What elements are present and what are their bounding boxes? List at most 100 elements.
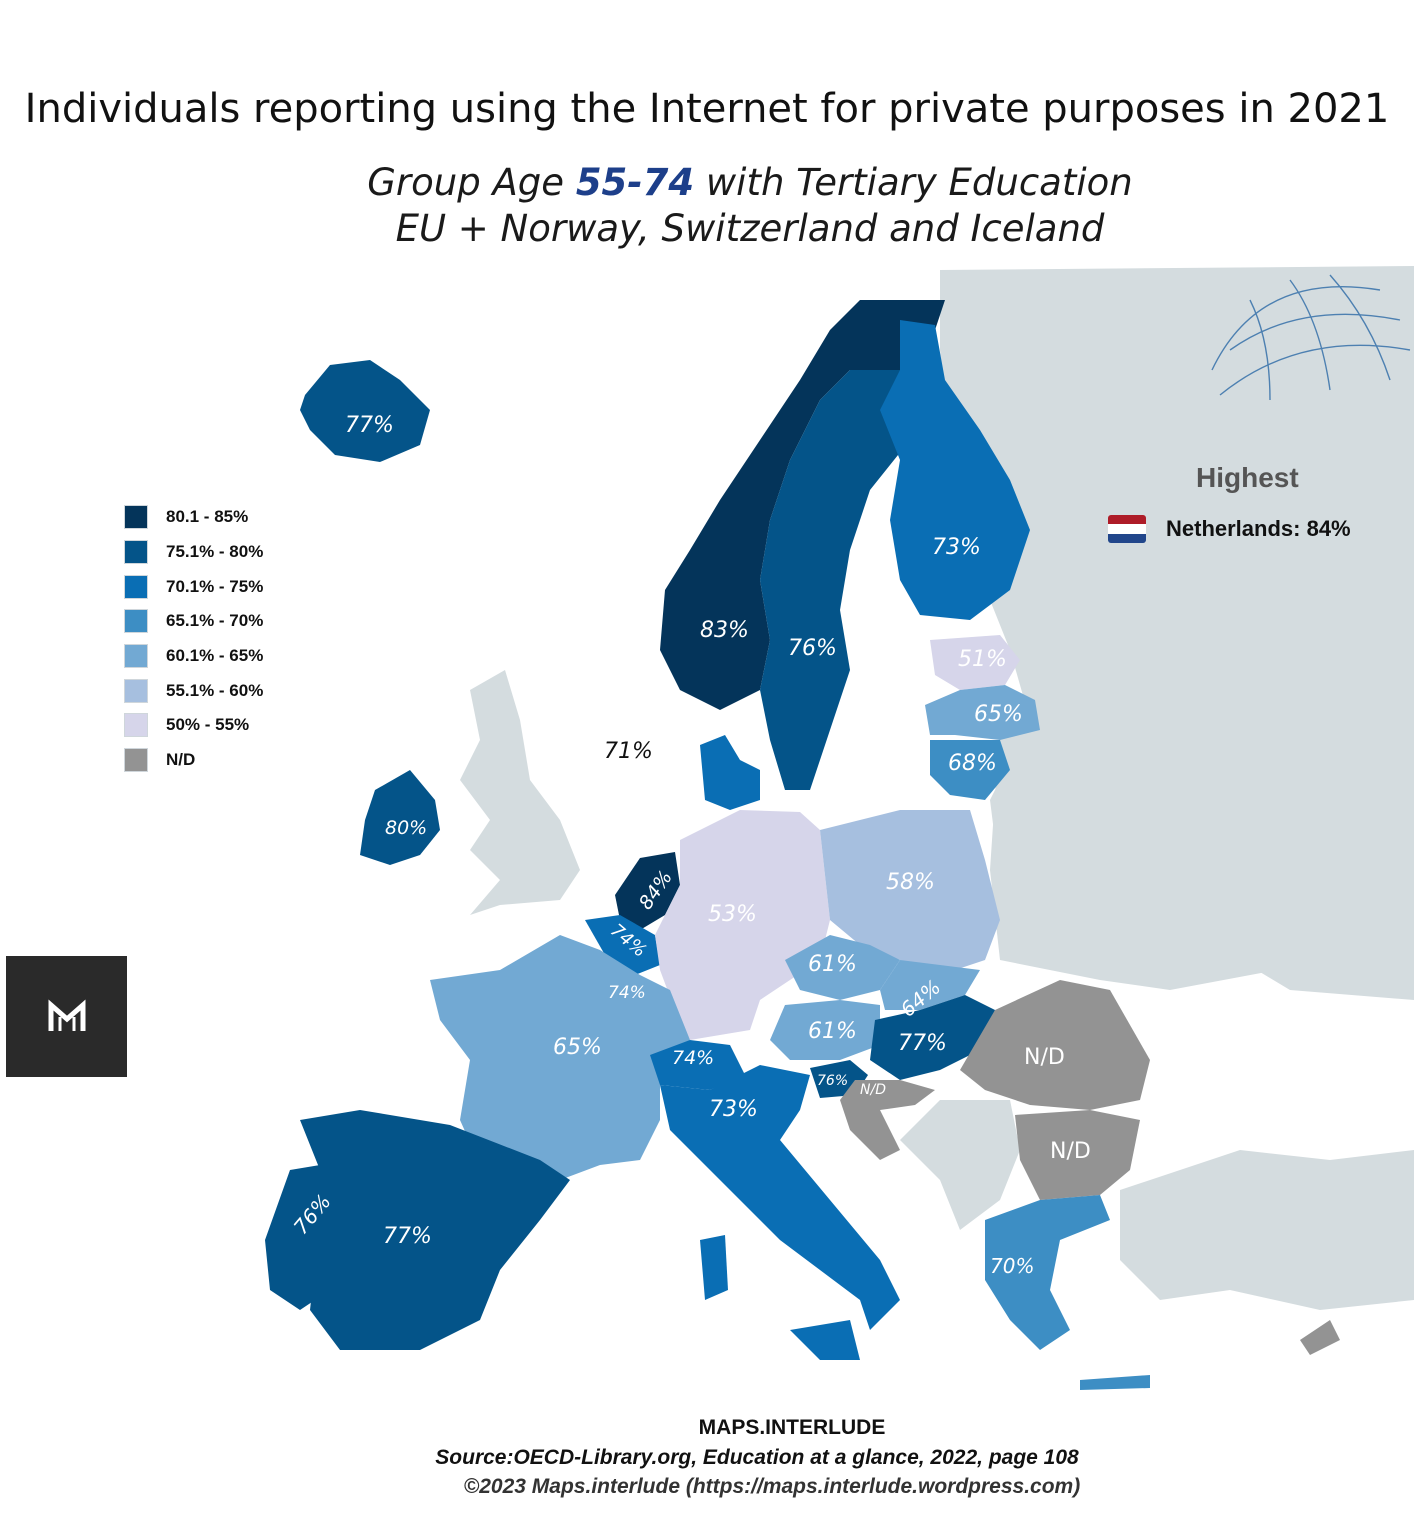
country-spain [300,1110,570,1350]
country-iceland [300,360,430,462]
netherlands-flag-icon [1108,515,1146,543]
label-czechia: 61% [808,952,857,977]
label-austria: 61% [808,1019,857,1044]
country-italy [660,1065,900,1330]
country-austria [770,1000,880,1060]
europe-map: 77% 83% 76% 73% 51% 65% 68% 71% 80% 84% … [265,266,1414,1390]
label-germany: 53% [708,902,757,927]
label-france: 65% [553,1035,602,1060]
map-title: Individuals reporting using the Internet… [24,86,1390,132]
legend-swatch [124,678,148,703]
label-bulgaria: N/D [1050,1139,1091,1164]
footer-copyright: ©2023 Maps.interlude (https://maps.inter… [463,1475,1081,1498]
country-czechia [785,935,900,1000]
label-ireland: 80% [385,817,427,839]
country-france [430,935,690,1180]
legend-label: N/D [166,750,196,770]
country-netherlands [615,852,680,930]
legend-swatch [124,540,148,565]
subtitle-prefix: Group Age [367,161,576,204]
legend-label: 55.1% - 60% [166,680,264,700]
legend-swatch [124,505,148,530]
label-italy: 73% [709,1097,758,1122]
country-latvia [925,685,1040,740]
legend-label: 80.1 - 85% [166,507,249,527]
country-poland [820,810,1000,975]
legend-label: 75.1% - 80% [166,542,264,562]
highest-text: Netherlands: 84% [1166,516,1351,541]
footer-brand: MAPS.INTERLUDE [698,1416,886,1439]
globe-ornament [1211,274,1411,401]
land-uk [460,670,580,915]
land-turkey [1120,1150,1414,1310]
legend-item: 55.1% - 60% [124,673,263,708]
land-belarus-ukraine [990,720,1330,990]
land-balkans [900,1100,1020,1230]
legend-item: 50% - 55% [124,708,263,743]
country-italy-sardinia [700,1235,728,1300]
label-slovenia: 76% [817,1073,848,1089]
country-switzerland [650,1040,745,1090]
legend-item: 70.1% - 75% [124,569,263,604]
country-sweden [760,370,910,790]
legend-swatch [124,644,148,669]
mi-logo-icon [48,998,85,1031]
label-luxembourg: 74% [608,983,646,1003]
legend-label: 65.1% - 70% [166,611,264,631]
label-finland: 73% [932,535,981,560]
legend-label: 50% - 55% [166,715,250,735]
country-cyprus [1300,1320,1340,1355]
subtitle-region: EU + Norway, Switzerland and Iceland [395,207,1105,250]
country-germany [655,810,830,1040]
country-denmark [700,735,760,810]
country-finland [880,320,1030,620]
label-poland: 58% [886,870,935,895]
legend-label: 60.1% - 65% [166,646,264,666]
label-switzerland: 74% [672,1047,714,1069]
maps-interlude-logo [6,956,127,1077]
country-hungary [870,995,995,1080]
country-croatia [840,1080,935,1160]
label-lithuania: 68% [948,751,997,776]
label-croatia: N/D [860,1082,886,1098]
subtitle-suffix: with Tertiary Education [694,161,1133,204]
label-estonia: 51% [958,647,1007,672]
legend-item: 75.1% - 80% [124,535,263,570]
subtitle-age-group: 55-74 [575,161,695,204]
country-belgium [585,915,660,975]
legend: 80.1 - 85% 75.1% - 80% 70.1% - 75% 65.1% - … [124,500,263,778]
label-denmark: 71% [604,739,653,764]
country-bulgaria [1015,1110,1140,1200]
country-greece-crete [1080,1375,1150,1390]
country-norway [660,300,945,710]
legend-swatch [124,574,148,599]
legend-swatch [124,748,148,773]
country-portugal [265,1165,335,1310]
legend-swatch [124,609,148,634]
label-spain: 77% [383,1224,432,1249]
label-romania: N/D [1024,1045,1065,1070]
highest-entry: Netherlands: 84% [1108,515,1351,543]
legend-item: 65.1% - 70% [124,604,263,639]
country-estonia [930,635,1020,690]
country-greece [985,1195,1110,1350]
label-greece: 70% [990,1254,1034,1278]
legend-swatch [124,713,148,738]
label-sweden: 76% [788,636,837,661]
country-romania [960,980,1150,1110]
legend-item: N/D [124,743,263,778]
country-ireland [360,770,440,865]
map-subtitle: Group Age 55-74 with Tertiary Education … [0,160,1414,252]
label-hungary: 77% [898,1031,947,1056]
label-latvia: 65% [974,702,1023,727]
country-lithuania [930,740,1010,800]
legend-item: 80.1 - 85% [124,500,263,535]
legend-item: 60.1% - 65% [124,639,263,674]
legend-label: 70.1% - 75% [166,576,264,596]
label-norway: 83% [700,618,749,643]
highest-title: Highest [1196,462,1299,493]
footer-source: Source:OECD-Library.org, Education at a … [435,1446,1079,1469]
label-iceland: 77% [345,413,394,438]
country-slovakia [880,960,980,1010]
country-italy-sicily [790,1320,860,1360]
